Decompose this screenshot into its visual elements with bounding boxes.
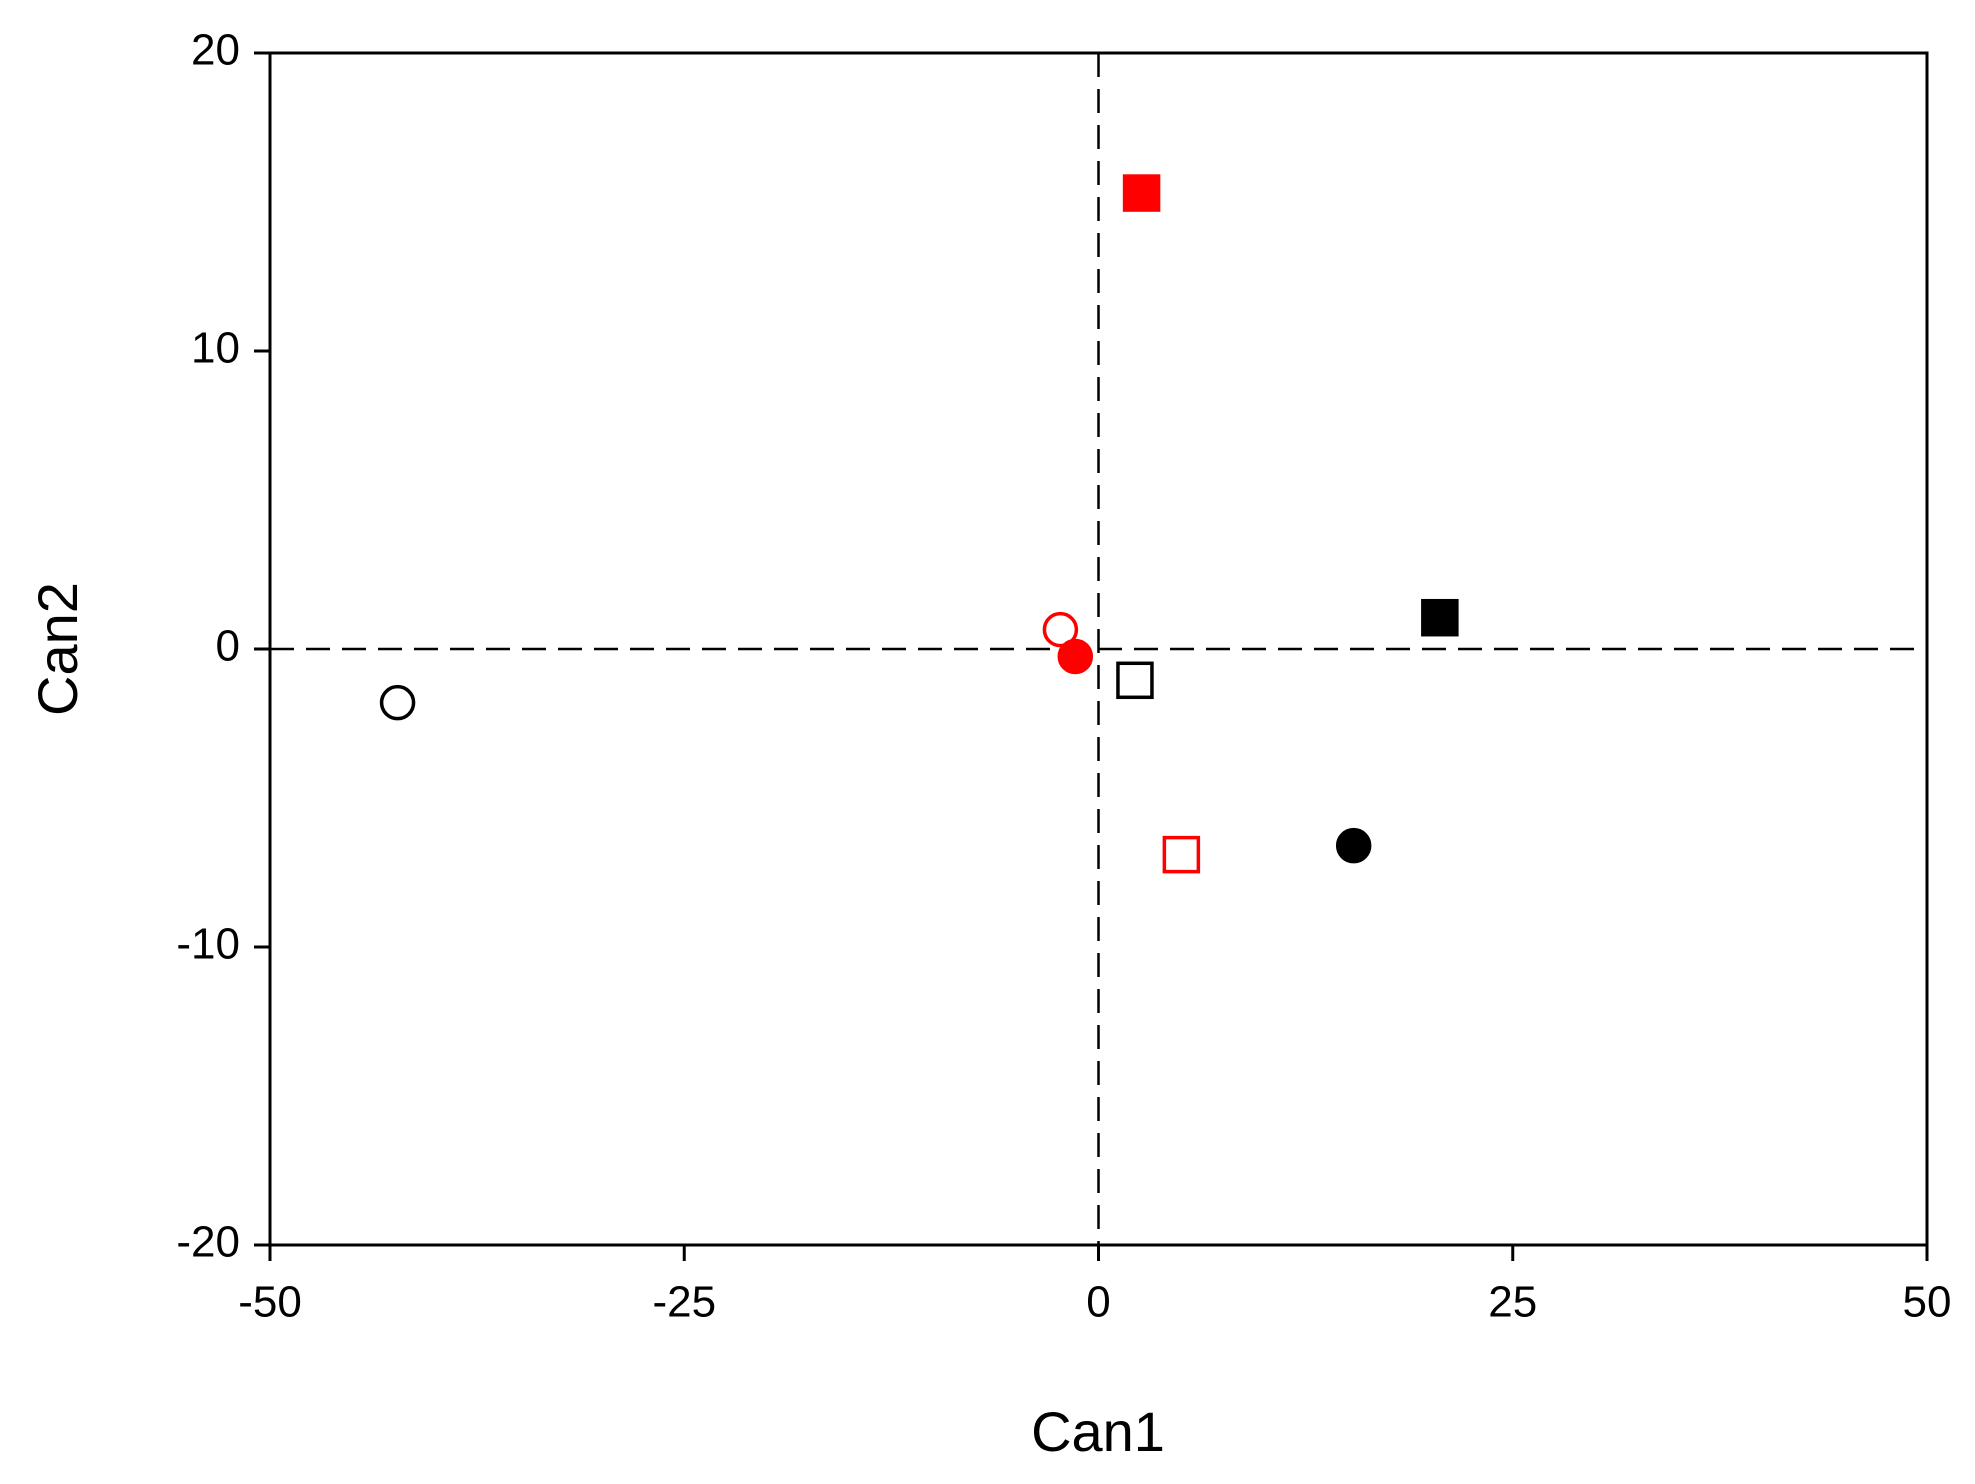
y-tick-label: 10 <box>191 324 240 373</box>
y-tick-label: -10 <box>176 920 240 969</box>
x-tick-label: -50 <box>238 1278 302 1327</box>
point <box>1057 638 1094 675</box>
point <box>1122 174 1161 212</box>
x-tick-label: -25 <box>652 1278 716 1327</box>
point <box>379 684 416 721</box>
point <box>1162 835 1201 874</box>
x-tick-label: 25 <box>1488 1278 1537 1327</box>
x-tick-label: 0 <box>1086 1278 1110 1327</box>
y-axis-title: Can2 <box>26 582 89 716</box>
point <box>1042 611 1079 648</box>
point <box>1116 661 1154 700</box>
y-tick-label: 0 <box>216 622 240 671</box>
y-tick-label: 20 <box>191 26 240 75</box>
point <box>1335 827 1372 864</box>
point <box>1421 598 1459 637</box>
x-tick-label: 50 <box>1903 1278 1952 1327</box>
x-axis-title: Can1 <box>1031 1400 1165 1463</box>
y-tick-label: -20 <box>176 1218 240 1267</box>
